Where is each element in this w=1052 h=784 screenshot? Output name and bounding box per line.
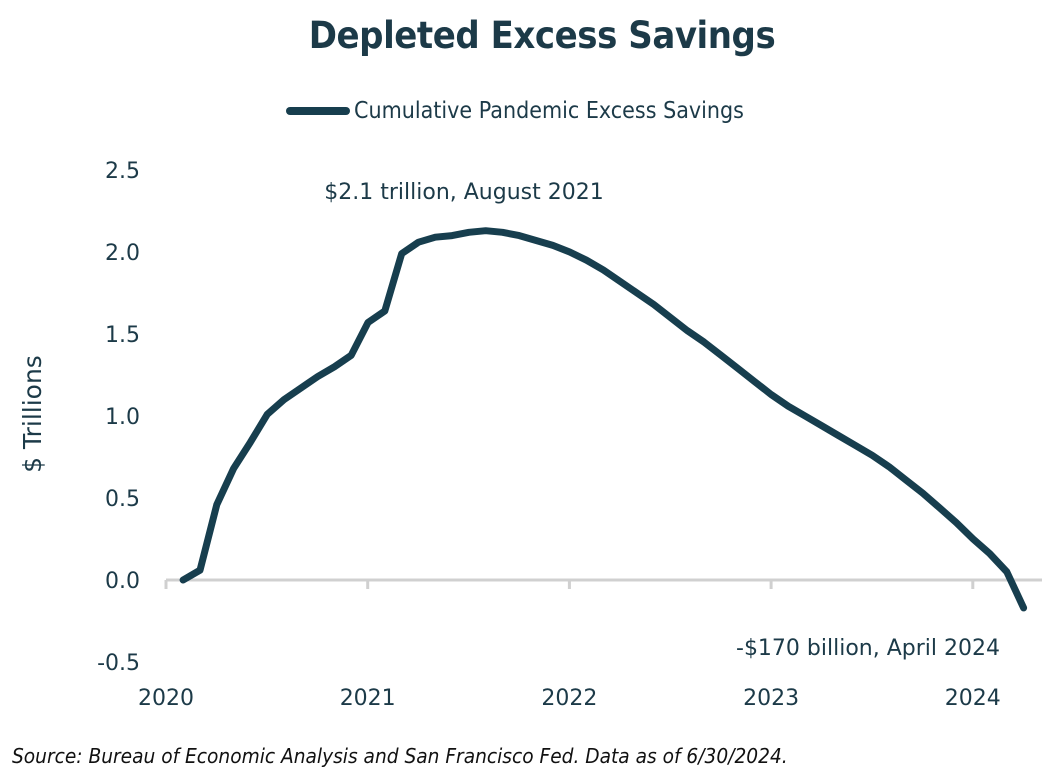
x-axis: 2020 2021 2022 2023 2024 [138,578,1042,711]
y-tick-label: -0.5 [97,651,140,676]
annotation-trough: -$170 billion, April 2024 [736,636,1000,661]
chart-title: Depleted Excess Savings [308,14,776,57]
annotations-group: $2.1 trillion, August 2021 -$170 billion,… [324,180,1000,661]
y-tick-label: 2.0 [105,241,140,266]
y-tick-label: 0.0 [105,569,140,594]
x-tick-label: 2021 [340,686,396,711]
y-tick-label: 2.5 [105,159,140,184]
x-tick-label: 2024 [945,686,1001,711]
y-axis-ticks: 2.5 2.0 1.5 1.0 0.5 0.0 -0.5 [97,159,140,676]
x-tick-label: 2020 [138,686,194,711]
legend-swatch [286,107,350,115]
x-tick-label: 2023 [743,686,799,711]
y-tick-label: 1.5 [105,323,140,348]
series-line [179,227,1028,612]
annotation-peak: $2.1 trillion, August 2021 [324,180,603,205]
legend: Cumulative Pandemic Excess Savings [286,96,787,126]
y-tick-label: 0.5 [105,487,140,512]
source-note: Source: Bureau of Economic Analysis and … [12,744,788,768]
y-tick-label: 1.0 [105,405,140,430]
legend-label: Cumulative Pandemic Excess Savings [354,98,744,124]
x-tick-label: 2022 [541,686,597,711]
series-group [179,227,1028,612]
